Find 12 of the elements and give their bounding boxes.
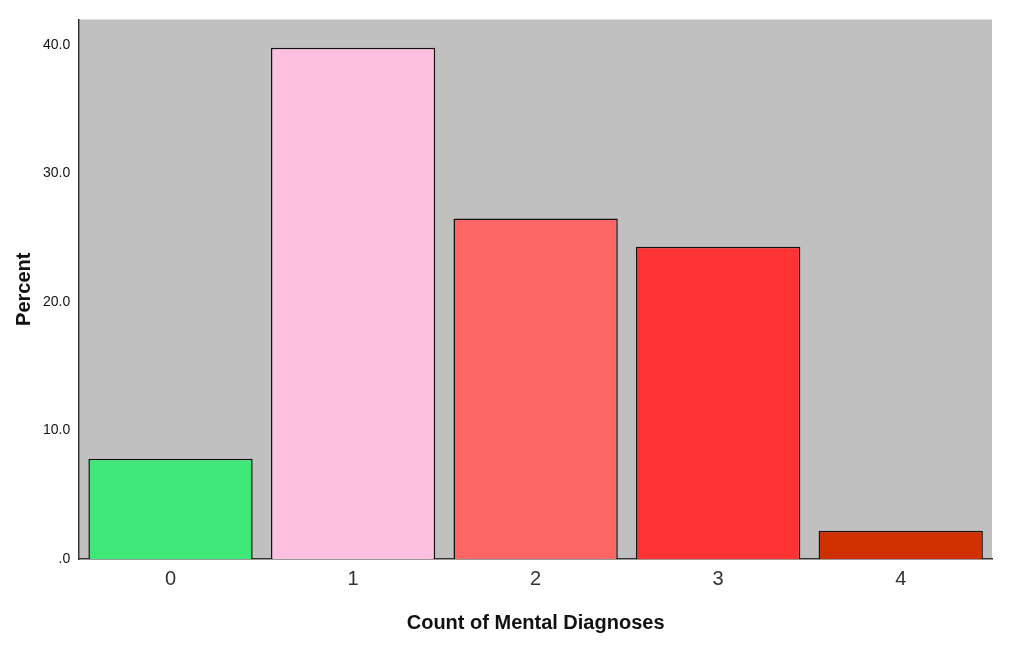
y-tick-label: .0 (58, 549, 71, 566)
x-tick-label: 2 (530, 566, 542, 589)
y-tick-label: 40.0 (43, 35, 71, 52)
y-tick-label: 20.0 (43, 292, 71, 309)
x-tick-label: 1 (347, 566, 359, 589)
x-tick-label: 3 (712, 566, 724, 589)
x-tick-label: 0 (164, 566, 177, 589)
y-tick-label: 10.0 (43, 421, 71, 438)
y-tick-label: 30.0 (43, 164, 71, 181)
x-tick-label: 4 (895, 566, 907, 589)
y-axis-title: Percent (11, 252, 34, 326)
x-axis-title: Count of Mental Diagnoses (406, 610, 665, 633)
